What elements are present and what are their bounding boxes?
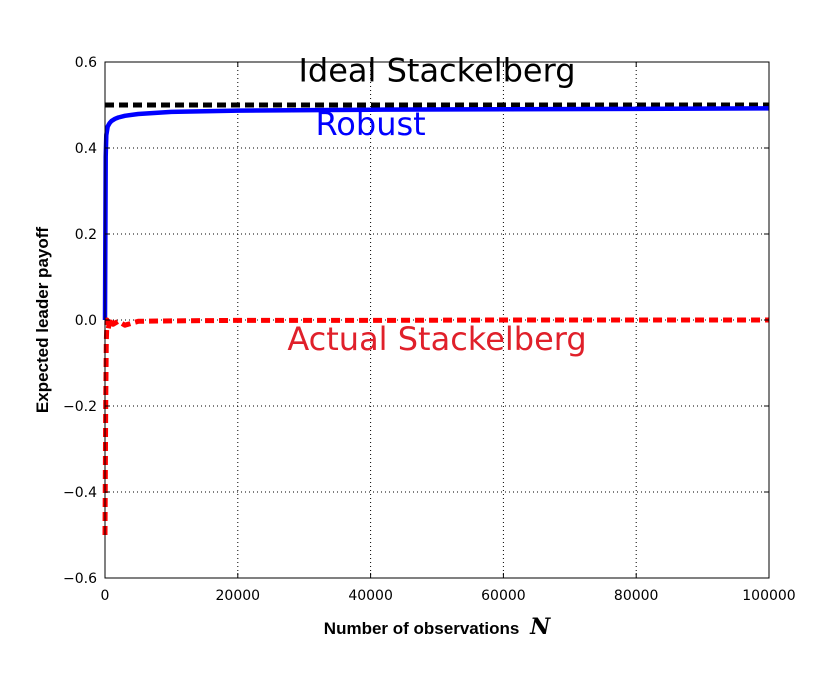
y-tick-label: −0.2 (63, 399, 97, 415)
annotation-ideal-stackelberg: Ideal Stackelberg (298, 51, 575, 89)
y-tick-label: 0.2 (75, 227, 97, 243)
y-tick-label: −0.6 (63, 571, 97, 587)
y-tick-label: 0.4 (75, 141, 97, 157)
annotation-actual-stackelberg: Actual Stackelberg (287, 320, 586, 358)
y-axis-label: Expected leader payoff (33, 227, 52, 413)
ticks: 0 20000 40000 60000 80000 100000 −0.6 −0.4 −0.2 0… (63, 55, 796, 604)
y-tick-label: −0.4 (63, 485, 97, 501)
annotation-robust: Robust (316, 105, 426, 143)
y-tick-label: 0.0 (75, 313, 97, 329)
series-line-robust (102, 106, 770, 321)
y-tick-label: 0.6 (75, 55, 97, 71)
x-tick-label: 80000 (614, 588, 659, 604)
x-axis-label: Number of observations N (324, 614, 551, 640)
x-axis-label-text: Number of observations (324, 619, 520, 638)
x-tick-label: 40000 (348, 588, 393, 604)
x-tick-label: 20000 (216, 588, 261, 604)
series-layer (102, 102, 770, 536)
annotations: Ideal Stackelberg Robust Actual Stackelber… (287, 51, 586, 358)
x-tick-label: 60000 (481, 588, 526, 604)
x-tick-label: 0 (101, 588, 110, 604)
series-line-actual-stackelberg (102, 315, 769, 536)
x-tick-label: 100000 (742, 588, 795, 604)
x-axis-label-symbol: N (529, 614, 551, 640)
